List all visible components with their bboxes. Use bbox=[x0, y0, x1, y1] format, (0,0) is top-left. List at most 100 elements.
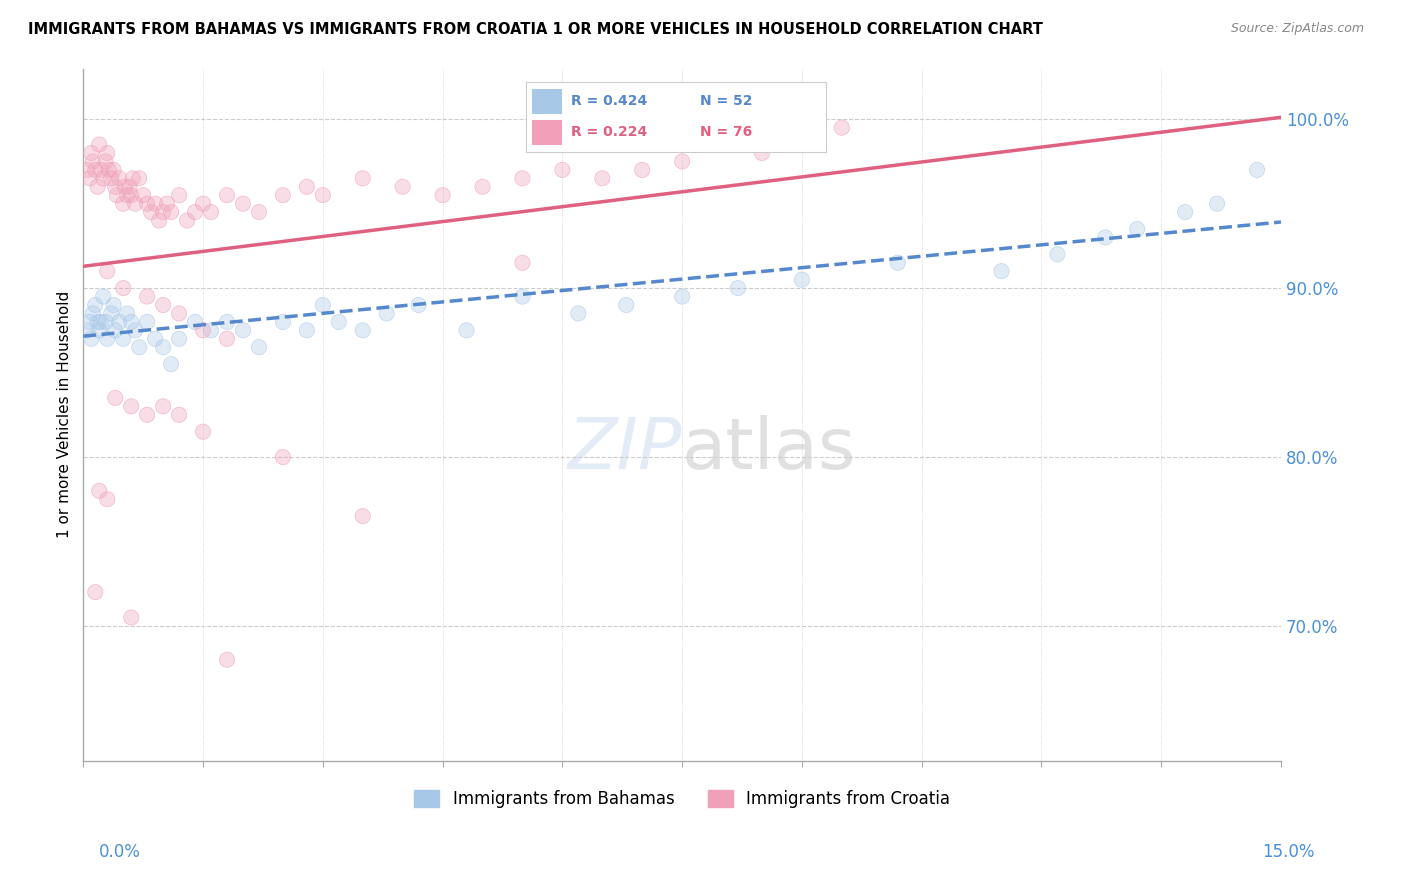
Point bbox=[184, 205, 207, 219]
Point bbox=[96, 146, 118, 161]
Point bbox=[141, 205, 163, 219]
Point bbox=[312, 298, 335, 312]
Point bbox=[79, 315, 101, 329]
Point bbox=[191, 425, 214, 439]
Point bbox=[247, 340, 270, 354]
Point bbox=[124, 323, 146, 337]
Point bbox=[200, 323, 222, 337]
Point bbox=[671, 154, 693, 169]
Point bbox=[232, 323, 254, 337]
Point bbox=[1126, 222, 1149, 236]
Point bbox=[76, 323, 98, 337]
Point bbox=[671, 289, 693, 303]
Point bbox=[432, 188, 454, 202]
Point bbox=[132, 188, 155, 202]
Point bbox=[176, 213, 198, 227]
Point bbox=[79, 315, 101, 329]
Point bbox=[100, 306, 122, 320]
Point bbox=[1046, 247, 1069, 261]
Point bbox=[790, 273, 813, 287]
Point bbox=[76, 323, 98, 337]
Point bbox=[152, 400, 174, 414]
Point bbox=[1174, 205, 1197, 219]
Point bbox=[96, 146, 118, 161]
Point bbox=[727, 281, 749, 295]
Point bbox=[80, 146, 103, 161]
Point bbox=[432, 188, 454, 202]
Point bbox=[114, 179, 136, 194]
Point bbox=[160, 205, 183, 219]
Point bbox=[103, 162, 125, 177]
Point bbox=[120, 315, 142, 329]
Point bbox=[471, 179, 494, 194]
Point bbox=[90, 315, 112, 329]
Point bbox=[105, 188, 128, 202]
Point bbox=[1094, 230, 1116, 244]
Point bbox=[136, 315, 159, 329]
Point bbox=[128, 171, 150, 186]
Point bbox=[200, 205, 222, 219]
Point bbox=[108, 171, 131, 186]
Point bbox=[614, 298, 637, 312]
Point bbox=[120, 188, 142, 202]
Point bbox=[352, 509, 374, 524]
Point bbox=[79, 171, 101, 186]
Point bbox=[375, 306, 398, 320]
Point bbox=[631, 162, 654, 177]
Point bbox=[84, 162, 107, 177]
Point bbox=[108, 171, 131, 186]
Point bbox=[100, 171, 122, 186]
Point bbox=[94, 315, 117, 329]
Point bbox=[104, 391, 127, 405]
Point bbox=[132, 188, 155, 202]
Point bbox=[89, 137, 111, 152]
Point bbox=[671, 289, 693, 303]
Point bbox=[152, 340, 174, 354]
Point bbox=[108, 315, 131, 329]
Point bbox=[156, 196, 179, 211]
Point bbox=[215, 188, 238, 202]
Point bbox=[103, 298, 125, 312]
Point bbox=[614, 298, 637, 312]
Point bbox=[191, 196, 214, 211]
Point bbox=[215, 653, 238, 667]
Point bbox=[90, 162, 112, 177]
Point bbox=[790, 273, 813, 287]
Point bbox=[128, 340, 150, 354]
Point bbox=[312, 188, 335, 202]
Point bbox=[96, 492, 118, 507]
Point bbox=[990, 264, 1012, 278]
Point bbox=[232, 196, 254, 211]
Point bbox=[271, 450, 294, 464]
Point bbox=[112, 332, 135, 346]
Point bbox=[215, 315, 238, 329]
Point bbox=[120, 315, 142, 329]
Point bbox=[115, 306, 138, 320]
Point bbox=[100, 306, 122, 320]
Point bbox=[352, 509, 374, 524]
Point bbox=[112, 281, 135, 295]
Point bbox=[160, 357, 183, 371]
Point bbox=[128, 171, 150, 186]
Point bbox=[456, 323, 478, 337]
Point bbox=[124, 196, 146, 211]
Point bbox=[352, 323, 374, 337]
Point bbox=[591, 171, 613, 186]
Point bbox=[512, 171, 534, 186]
Point bbox=[391, 179, 413, 194]
Point bbox=[143, 332, 166, 346]
Point bbox=[136, 196, 159, 211]
Point bbox=[631, 162, 654, 177]
Point bbox=[247, 205, 270, 219]
Point bbox=[82, 154, 104, 169]
Point bbox=[104, 179, 127, 194]
Point bbox=[232, 196, 254, 211]
Point bbox=[247, 205, 270, 219]
Point bbox=[191, 323, 214, 337]
Point bbox=[121, 171, 143, 186]
Point bbox=[352, 171, 374, 186]
Point bbox=[1046, 247, 1069, 261]
Point bbox=[328, 315, 350, 329]
Point bbox=[115, 306, 138, 320]
Point bbox=[84, 585, 107, 599]
